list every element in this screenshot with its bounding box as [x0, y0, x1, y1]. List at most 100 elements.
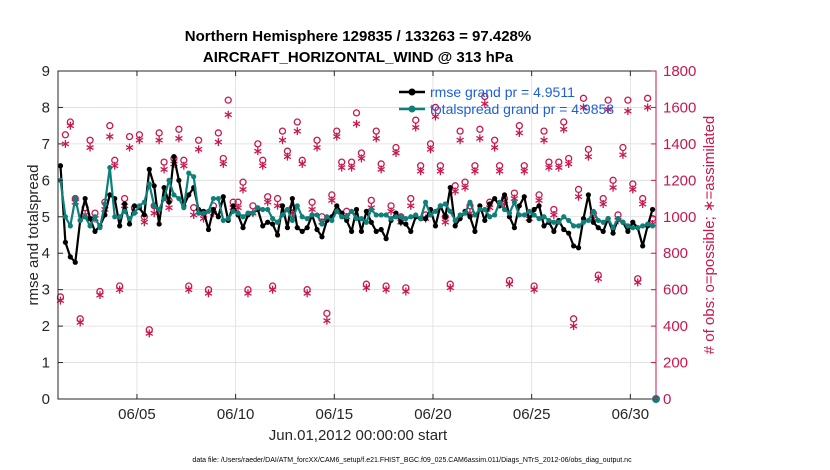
- obs-assimilated-point: [189, 210, 198, 219]
- rmse-point: [472, 228, 478, 234]
- obs-assimilated-point: [579, 103, 588, 112]
- rmse-point: [299, 228, 305, 234]
- chart-title-line2: AIRCRAFT_HORIZONTAL_WIND @ 313 hPa: [203, 49, 514, 66]
- obs-possible-point: [86, 136, 94, 144]
- star-stroke: [456, 137, 464, 143]
- rmse-point: [122, 201, 128, 207]
- star-stroke: [495, 168, 504, 174]
- obs-assimilated-point: [293, 127, 302, 136]
- star-stroke: [569, 323, 578, 329]
- y-tick-label-left: 3: [42, 282, 50, 299]
- obs-assimilated-point: [352, 119, 361, 128]
- totalspread-point: [383, 212, 389, 218]
- star-stroke: [323, 318, 331, 324]
- obs-assimilated-point: [377, 165, 385, 174]
- rmse-point: [82, 195, 88, 202]
- y-tick-label-right: 0: [663, 391, 671, 408]
- x-tick-label: 06/30: [612, 406, 650, 423]
- rmse-point: [151, 183, 157, 189]
- rmse-point: [358, 228, 365, 234]
- x-tick-label: 06/15: [316, 406, 354, 423]
- star-stroke: [308, 206, 316, 213]
- star-stroke: [234, 205, 242, 211]
- totalspread-point: [526, 208, 532, 214]
- obs-possible-point: [194, 136, 203, 144]
- totalspread-point: [477, 206, 483, 213]
- obs-assimilated-point: [402, 287, 410, 296]
- y-tick-label-right: 400: [663, 318, 688, 335]
- rmse-point: [467, 214, 473, 220]
- rmse-point: [240, 225, 246, 231]
- star-stroke: [283, 154, 292, 160]
- y-tick-label-left: 4: [42, 245, 50, 262]
- totalspread-point: [462, 210, 468, 216]
- obs-assimilated-point: [633, 278, 642, 287]
- rmse-point: [571, 243, 577, 249]
- star-stroke: [441, 219, 450, 225]
- totalspread-point: [571, 223, 577, 229]
- star-stroke: [411, 124, 420, 131]
- totalspread-point: [309, 212, 315, 218]
- star-stroke: [337, 165, 346, 171]
- totalspread-point: [284, 206, 291, 213]
- obs-assimilated-point: [273, 201, 282, 210]
- totalspread-point: [107, 164, 113, 171]
- totalspread-point: [521, 212, 527, 218]
- rmse-point: [72, 259, 78, 265]
- rmse-point: [422, 216, 429, 222]
- totalspread-point: [561, 214, 567, 220]
- rmse-point: [526, 217, 532, 224]
- rmse-point: [363, 208, 369, 214]
- totalspread-point: [339, 214, 345, 220]
- star-stroke: [619, 152, 627, 158]
- obs-possible-point: [456, 127, 464, 135]
- rmse-point: [383, 236, 389, 242]
- totalspread-point: [274, 219, 281, 225]
- rmse-point: [447, 185, 453, 191]
- obs-assimilated-point: [604, 105, 612, 114]
- star-stroke: [135, 137, 144, 143]
- obs-assimilated-point: [66, 121, 75, 130]
- totalspread-point: [186, 170, 192, 176]
- obs-assimilated-point: [160, 165, 168, 174]
- totalspread-point: [556, 219, 562, 225]
- obs-possible-point: [190, 204, 198, 212]
- rmse-point: [67, 254, 73, 260]
- y-tick-label-right: 1000: [663, 209, 696, 226]
- totalspread-point: [334, 208, 340, 214]
- totalspread-point: [205, 208, 212, 214]
- rmse-point: [536, 203, 542, 209]
- obs-assimilated-point: [145, 329, 154, 338]
- star-stroke: [510, 195, 519, 202]
- y-tick-label-left: 6: [42, 172, 50, 189]
- star-stroke: [204, 290, 213, 296]
- obs-assimilated-point: [110, 161, 119, 170]
- x-tick-label: 06/20: [414, 406, 452, 423]
- obs-assimilated-point: [258, 161, 267, 170]
- totalspread-point: [72, 195, 78, 202]
- star-stroke: [194, 146, 203, 152]
- rmse-point: [161, 185, 167, 191]
- totalspread-point: [605, 216, 611, 222]
- rmse-point: [521, 194, 527, 200]
- obs-assimilated-point: [505, 280, 514, 289]
- totalspread-point: [467, 199, 473, 205]
- totalspread-point: [255, 205, 261, 211]
- obs-assimilated-point: [308, 205, 316, 214]
- totalspread-point: [240, 214, 246, 220]
- obs-possible-point: [249, 202, 257, 210]
- y-tick-label-right: 600: [663, 282, 688, 299]
- totalspread-point: [408, 214, 414, 220]
- obs-assimilated-point: [204, 289, 213, 298]
- star-stroke: [372, 135, 381, 141]
- star-stroke: [604, 106, 612, 112]
- rmse-point: [62, 239, 69, 245]
- obs-assimilated-point: [254, 147, 262, 156]
- totalspread-point: [181, 205, 187, 211]
- legend-rmse-label: rmse grand pr = 4.9511: [430, 84, 575, 100]
- totalspread-point: [87, 223, 93, 229]
- rmse-point: [279, 203, 286, 209]
- totalspread-point: [329, 217, 335, 224]
- obs-assimilated-point: [426, 145, 435, 154]
